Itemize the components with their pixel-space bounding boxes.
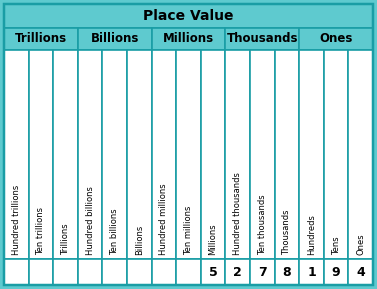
Text: Millions: Millions — [163, 32, 214, 45]
Text: Billions: Billions — [135, 225, 144, 255]
Bar — [4, 50, 29, 259]
Text: Hundred trillions: Hundred trillions — [12, 185, 21, 255]
Text: Place Value: Place Value — [143, 9, 234, 23]
Text: Ten billions: Ten billions — [110, 208, 119, 255]
Text: 9: 9 — [332, 266, 340, 279]
Text: Thousands: Thousands — [282, 210, 291, 255]
Bar — [29, 50, 53, 259]
Text: Thousands: Thousands — [227, 32, 298, 45]
Bar — [225, 50, 250, 259]
Bar — [201, 259, 225, 285]
Bar — [78, 50, 103, 259]
Bar — [176, 50, 201, 259]
Text: 5: 5 — [209, 266, 218, 279]
Text: Trillions: Trillions — [61, 223, 70, 255]
Bar — [274, 50, 299, 259]
Bar — [250, 259, 274, 285]
Bar — [274, 259, 299, 285]
Bar — [299, 50, 324, 259]
Bar — [225, 259, 250, 285]
Bar — [299, 259, 324, 285]
Bar — [4, 259, 29, 285]
Bar — [152, 259, 176, 285]
Text: Trillions: Trillions — [15, 32, 67, 45]
Text: Millions: Millions — [208, 223, 218, 255]
Text: 7: 7 — [258, 266, 267, 279]
Bar — [127, 259, 152, 285]
Bar — [4, 28, 78, 50]
Bar — [103, 259, 127, 285]
Bar — [78, 28, 152, 50]
Text: 1: 1 — [307, 266, 316, 279]
Bar — [250, 50, 274, 259]
Text: Ten trillions: Ten trillions — [37, 207, 45, 255]
Bar — [299, 28, 373, 50]
Text: 4: 4 — [356, 266, 365, 279]
Bar — [176, 259, 201, 285]
Bar — [78, 259, 103, 285]
Bar — [127, 50, 152, 259]
Bar — [225, 28, 299, 50]
Bar — [53, 259, 78, 285]
Bar — [348, 50, 373, 259]
Text: Hundred millions: Hundred millions — [159, 184, 169, 255]
Text: Billions: Billions — [90, 32, 139, 45]
Text: 8: 8 — [283, 266, 291, 279]
Text: Hundred thousands: Hundred thousands — [233, 172, 242, 255]
Text: 2: 2 — [233, 266, 242, 279]
Text: Ones: Ones — [356, 234, 365, 255]
Bar — [4, 4, 373, 28]
Bar — [348, 259, 373, 285]
Bar — [103, 50, 127, 259]
Text: Hundred billions: Hundred billions — [86, 186, 95, 255]
Text: Hundreds: Hundreds — [307, 214, 316, 255]
Bar — [201, 50, 225, 259]
Bar — [53, 50, 78, 259]
Text: Ten millions: Ten millions — [184, 206, 193, 255]
Bar — [152, 28, 225, 50]
Text: Ones: Ones — [319, 32, 353, 45]
Text: Ten thousands: Ten thousands — [258, 194, 267, 255]
Text: Tens: Tens — [332, 236, 340, 255]
Bar — [29, 259, 53, 285]
Bar — [324, 259, 348, 285]
Bar — [324, 50, 348, 259]
Bar — [152, 50, 176, 259]
